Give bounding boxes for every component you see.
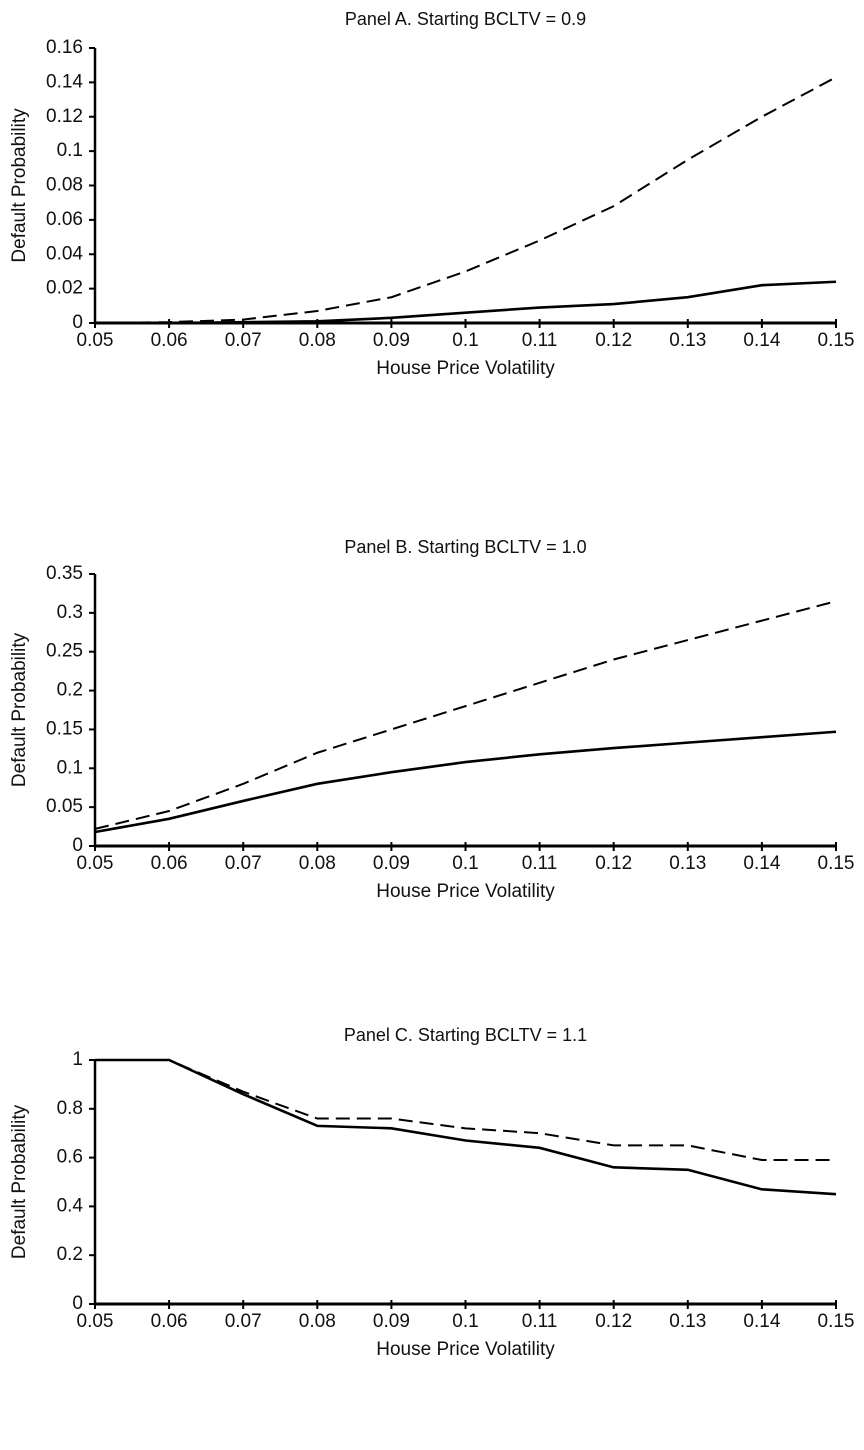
y-axis-label: Default Probability	[9, 108, 30, 263]
x-tick-label: 0.1	[452, 853, 478, 874]
y-tick-label: 0	[72, 312, 83, 333]
y-tick-label: 0.16	[46, 37, 83, 58]
x-tick-label: 0.06	[151, 853, 188, 874]
y-tick-label: 0.4	[57, 1195, 84, 1216]
y-tick-label: 0.02	[46, 278, 83, 299]
x-axis-label: House Price Volatility	[376, 358, 555, 379]
x-tick-label: 0.08	[299, 853, 336, 874]
y-tick-label: 0.1	[57, 140, 83, 161]
y-tick-label: 0.3	[57, 602, 83, 623]
x-tick-label: 0.12	[595, 1311, 632, 1332]
y-tick-label: 0.04	[46, 243, 83, 264]
x-tick-label: 0.1	[452, 1311, 478, 1332]
series-line	[94, 730, 837, 834]
x-tick-label: 0.11	[522, 330, 558, 351]
x-tick-label: 0.14	[743, 853, 780, 874]
x-axis-label: House Price Volatility	[376, 1339, 555, 1360]
y-tick-label: 0.6	[57, 1147, 83, 1168]
y-axis-label: Default Probability	[9, 1104, 30, 1259]
y-tick-label: 0.05	[46, 796, 83, 817]
series-line	[95, 1059, 836, 1162]
series-line	[95, 280, 837, 325]
chart-title: Panel B. Starting BCLTV = 1.0	[344, 537, 586, 557]
x-tick-label: 0.05	[77, 330, 114, 351]
x-axis-label: House Price Volatility	[376, 881, 555, 902]
y-tick-label: 0.2	[57, 680, 83, 701]
x-tick-label: 0.13	[669, 1311, 706, 1332]
y-axis-label: Default Probability	[9, 632, 30, 787]
y-tick-label: 0.35	[46, 563, 83, 584]
x-tick-label: 0.08	[299, 330, 336, 351]
y-tick-label: 0.2	[57, 1244, 83, 1265]
y-tick-label: 0.8	[57, 1098, 83, 1119]
x-tick-label: 0.06	[151, 330, 188, 351]
x-tick-label: 0.07	[225, 330, 262, 351]
y-tick-label: 0.25	[46, 641, 83, 662]
x-tick-label: 0.15	[818, 330, 855, 351]
x-tick-label: 0.12	[595, 330, 632, 351]
x-tick-label: 0.06	[151, 1311, 188, 1332]
x-tick-label: 0.05	[77, 853, 114, 874]
x-tick-label: 0.09	[373, 853, 410, 874]
x-tick-label: 0.09	[373, 330, 410, 351]
series-line	[94, 600, 837, 830]
x-tick-label: 0.1	[452, 330, 478, 351]
y-tick-label: 0.14	[46, 71, 83, 92]
y-tick-label: 0.08	[46, 175, 83, 196]
series-line	[95, 1058, 837, 1196]
series-line	[94, 76, 837, 324]
x-tick-label: 0.14	[743, 1311, 780, 1332]
y-tick-label: 0.1	[57, 757, 83, 778]
y-tick-label: 0.15	[46, 718, 83, 739]
x-tick-label: 0.07	[225, 1311, 262, 1332]
x-tick-label: 0.15	[818, 853, 855, 874]
x-tick-label: 0.07	[225, 853, 262, 874]
x-tick-label: 0.11	[522, 853, 558, 874]
x-tick-label: 0.11	[522, 1311, 558, 1332]
x-tick-label: 0.12	[595, 853, 632, 874]
y-tick-label: 0.06	[46, 209, 83, 230]
chart-title: Panel A. Starting BCLTV = 0.9	[345, 9, 586, 29]
x-tick-label: 0.13	[669, 330, 706, 351]
y-tick-label: 1	[72, 1049, 83, 1070]
x-tick-label: 0.08	[299, 1311, 336, 1332]
x-tick-label: 0.15	[818, 1311, 855, 1332]
y-tick-label: 0	[72, 1293, 83, 1314]
y-tick-label: 0	[72, 835, 83, 856]
x-tick-label: 0.13	[669, 853, 706, 874]
y-tick-label: 0.12	[46, 106, 83, 127]
chart-title: Panel C. Starting BCLTV = 1.1	[344, 1025, 587, 1045]
x-tick-label: 0.14	[743, 330, 780, 351]
x-tick-label: 0.09	[373, 1311, 410, 1332]
x-tick-label: 0.05	[77, 1311, 114, 1332]
